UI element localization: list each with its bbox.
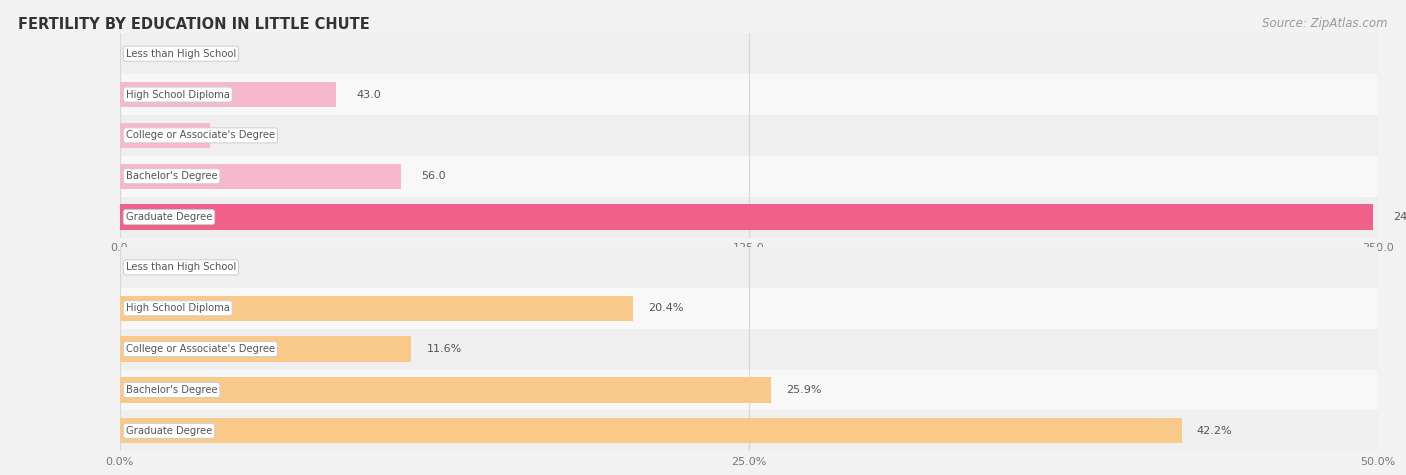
Text: 43.0: 43.0 [356,89,381,100]
Text: 11.6%: 11.6% [426,344,461,354]
Text: Bachelor's Degree: Bachelor's Degree [125,385,218,395]
Text: Source: ZipAtlas.com: Source: ZipAtlas.com [1263,17,1388,29]
Bar [120,204,1372,230]
Bar [120,163,401,189]
Bar [120,197,1378,238]
Bar [120,247,1378,288]
Bar [120,377,772,403]
Text: Graduate Degree: Graduate Degree [125,426,212,436]
Text: 20.4%: 20.4% [648,303,683,314]
Text: Bachelor's Degree: Bachelor's Degree [125,171,218,181]
Text: 56.0: 56.0 [422,171,446,181]
Bar [120,115,1378,156]
Bar [120,33,1378,74]
Text: College or Associate's Degree: College or Associate's Degree [125,130,276,141]
Bar [120,329,1378,370]
Text: 25.9%: 25.9% [786,385,823,395]
Bar [120,156,1378,197]
Text: 42.2%: 42.2% [1197,426,1232,436]
Bar [120,74,1378,115]
Bar [120,82,336,107]
Bar [120,410,1378,451]
Text: 0.0%: 0.0% [135,262,163,273]
Text: 0.0: 0.0 [139,48,157,59]
Bar [120,336,412,362]
Text: 18.0: 18.0 [231,130,254,141]
Text: Graduate Degree: Graduate Degree [125,212,212,222]
Bar [120,123,209,148]
Text: High School Diploma: High School Diploma [125,303,229,314]
Text: High School Diploma: High School Diploma [125,89,229,100]
Text: Less than High School: Less than High School [125,48,236,59]
Text: College or Associate's Degree: College or Associate's Degree [125,344,276,354]
Bar [120,418,1181,444]
Bar [120,295,633,321]
Text: FERTILITY BY EDUCATION IN LITTLE CHUTE: FERTILITY BY EDUCATION IN LITTLE CHUTE [18,17,370,32]
Bar [120,370,1378,410]
Bar [120,288,1378,329]
Text: Less than High School: Less than High School [125,262,236,273]
Text: 249.0: 249.0 [1393,212,1406,222]
